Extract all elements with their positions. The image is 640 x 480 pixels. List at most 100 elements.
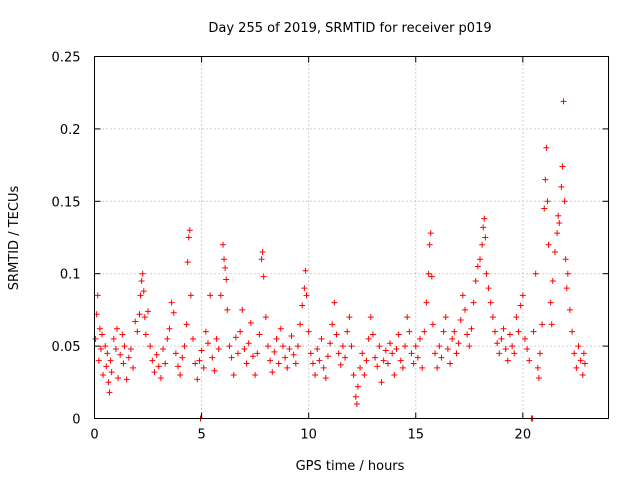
data-point	[217, 292, 224, 299]
data-point	[344, 328, 351, 335]
data-point	[423, 299, 430, 306]
data-point	[506, 331, 513, 338]
data-point	[324, 353, 331, 360]
data-point	[419, 364, 426, 371]
data-point	[100, 372, 107, 379]
data-point	[380, 357, 387, 364]
data-point	[561, 198, 568, 205]
data-point	[312, 372, 319, 379]
data-point	[305, 328, 312, 335]
data-point	[103, 363, 110, 370]
data-point	[145, 308, 152, 315]
data-point	[198, 347, 205, 354]
data-point	[223, 276, 230, 283]
data-point	[320, 364, 327, 371]
x-axis-label: GPS time / hours	[296, 459, 405, 474]
data-point	[112, 345, 119, 352]
data-point	[327, 340, 334, 347]
data-point	[331, 299, 338, 306]
x-tick-label: 20	[515, 428, 532, 443]
data-point	[121, 343, 128, 350]
data-point	[517, 302, 524, 309]
data-point	[294, 343, 301, 350]
data-point	[259, 248, 266, 255]
data-point	[474, 263, 481, 270]
data-point	[353, 401, 360, 408]
data-point	[179, 354, 186, 361]
data-point	[502, 345, 509, 352]
data-point	[108, 369, 115, 376]
data-point	[200, 364, 207, 371]
y-tick-label: 0	[72, 413, 80, 428]
data-point	[513, 314, 520, 321]
data-point	[290, 351, 297, 358]
data-point	[387, 340, 394, 347]
data-point	[115, 374, 122, 381]
data-point	[234, 350, 241, 357]
data-point	[481, 215, 488, 222]
data-point	[453, 350, 460, 357]
data-point	[127, 345, 134, 352]
data-point	[494, 340, 501, 347]
data-point	[361, 372, 368, 379]
data-point	[524, 345, 531, 352]
data-point	[573, 364, 580, 371]
data-point	[485, 285, 492, 292]
data-point	[106, 389, 113, 396]
x-tick-label: 5	[197, 428, 205, 443]
data-point	[571, 350, 578, 357]
data-point	[151, 369, 158, 376]
data-point	[542, 176, 549, 183]
x-tick-label: 0	[90, 428, 98, 443]
data-point	[498, 335, 505, 342]
data-point	[94, 292, 101, 299]
data-point	[155, 363, 162, 370]
data-point	[249, 353, 256, 360]
data-point	[563, 285, 570, 292]
data-point	[509, 343, 516, 350]
data-point	[316, 357, 323, 364]
data-point	[157, 374, 164, 381]
data-point	[491, 328, 498, 335]
data-point	[434, 364, 441, 371]
data-point	[559, 163, 566, 170]
data-point	[482, 234, 489, 241]
data-point	[134, 328, 141, 335]
data-point	[350, 372, 357, 379]
data-point	[226, 343, 233, 350]
data-point	[417, 335, 424, 342]
data-point	[104, 350, 111, 357]
data-point	[123, 376, 130, 383]
data-point	[359, 350, 366, 357]
data-point	[252, 372, 259, 379]
data-point	[110, 335, 117, 342]
data-point	[120, 360, 127, 367]
data-point	[575, 343, 582, 350]
data-point	[554, 230, 561, 237]
data-point	[447, 360, 454, 367]
data-point	[468, 325, 475, 332]
data-point	[142, 331, 149, 338]
data-point	[205, 340, 212, 347]
data-point	[286, 345, 293, 352]
data-point	[432, 350, 439, 357]
data-point	[335, 350, 342, 357]
data-point	[412, 343, 419, 350]
x-tick-label: 10	[300, 428, 317, 443]
data-point	[451, 328, 458, 335]
data-point	[221, 256, 228, 263]
data-point	[378, 379, 385, 386]
data-point	[389, 350, 396, 357]
data-point	[521, 335, 528, 342]
data-point	[428, 273, 435, 280]
data-point	[562, 256, 569, 263]
data-point	[547, 299, 554, 306]
y-tick-label: 0.1	[60, 268, 81, 283]
data-point	[410, 360, 417, 367]
data-point	[194, 376, 201, 383]
data-point	[202, 328, 209, 335]
data-point	[292, 360, 299, 367]
data-point	[273, 335, 280, 342]
data-point	[444, 345, 451, 352]
data-point	[470, 299, 477, 306]
